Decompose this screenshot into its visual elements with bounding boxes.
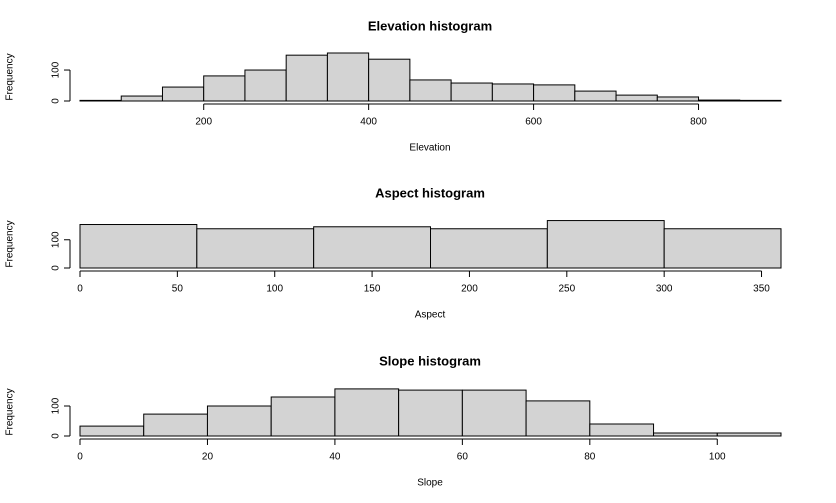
bar: [206, 405, 272, 437]
x-tick-label: 60: [457, 452, 469, 463]
bar: [203, 75, 246, 102]
x-tick-label: 20: [202, 452, 214, 463]
bar: [409, 79, 452, 102]
bar: [196, 228, 315, 269]
bar: [79, 425, 145, 437]
y-tick-label: 100: [51, 397, 62, 414]
bar: [461, 389, 527, 437]
y-tick-label: 100: [51, 61, 62, 78]
x-tick-label: 0: [77, 452, 83, 463]
y-axis-label: Frequency: [5, 53, 16, 100]
bar: [285, 54, 328, 102]
bar: [656, 96, 700, 102]
bar: [533, 84, 576, 102]
bar: [698, 99, 741, 102]
bar: [716, 432, 782, 437]
bar: [270, 396, 336, 437]
bar: [120, 95, 163, 102]
chart-title: Slope histogram: [379, 353, 481, 368]
bar: [653, 432, 718, 437]
bar: [79, 224, 198, 269]
bar: [79, 99, 122, 102]
x-tick-label: 0: [77, 284, 83, 295]
x-tick-label: 80: [584, 452, 596, 463]
bar: [525, 400, 591, 437]
x-axis-label: Elevation: [409, 143, 450, 154]
x-tick-label: 200: [195, 117, 212, 128]
x-tick-label: 100: [709, 452, 726, 463]
chart-title: Elevation histogram: [368, 18, 492, 33]
x-tick-label: 250: [558, 284, 575, 295]
bar: [398, 389, 463, 437]
bar: [430, 228, 548, 269]
chart-title: Aspect histogram: [375, 185, 485, 200]
bar: [663, 228, 782, 269]
bar: [589, 423, 655, 437]
bar: [368, 58, 411, 102]
bar: [313, 226, 431, 269]
x-tick-label: 50: [172, 284, 184, 295]
y-axis-label: Frequency: [5, 220, 16, 267]
x-tick-label: 150: [364, 284, 381, 295]
y-axis-label: Frequency: [5, 388, 16, 435]
bar: [334, 388, 400, 437]
x-tick-label: 300: [656, 284, 673, 295]
bar: [244, 69, 287, 102]
y-tick-label: 0: [51, 433, 62, 439]
bar: [161, 86, 205, 102]
x-axis-label: Aspect: [415, 310, 446, 321]
bar: [739, 99, 782, 102]
bar: [450, 82, 493, 102]
x-tick-label: 400: [360, 117, 377, 128]
x-tick-label: 600: [525, 117, 542, 128]
bar: [326, 52, 370, 102]
bar: [491, 83, 535, 102]
bar: [574, 90, 617, 102]
x-tick-label: 200: [461, 284, 478, 295]
x-tick-label: 40: [329, 452, 341, 463]
x-tick-label: 800: [690, 117, 707, 128]
y-tick-label: 0: [51, 98, 62, 104]
y-tick-label: 100: [51, 231, 62, 248]
y-tick-label: 0: [51, 265, 62, 271]
bar: [143, 413, 208, 437]
x-tick-label: 100: [266, 284, 283, 295]
bar: [546, 220, 665, 269]
bar: [615, 94, 658, 102]
x-axis-label: Slope: [417, 478, 443, 489]
x-tick-label: 350: [753, 284, 770, 295]
